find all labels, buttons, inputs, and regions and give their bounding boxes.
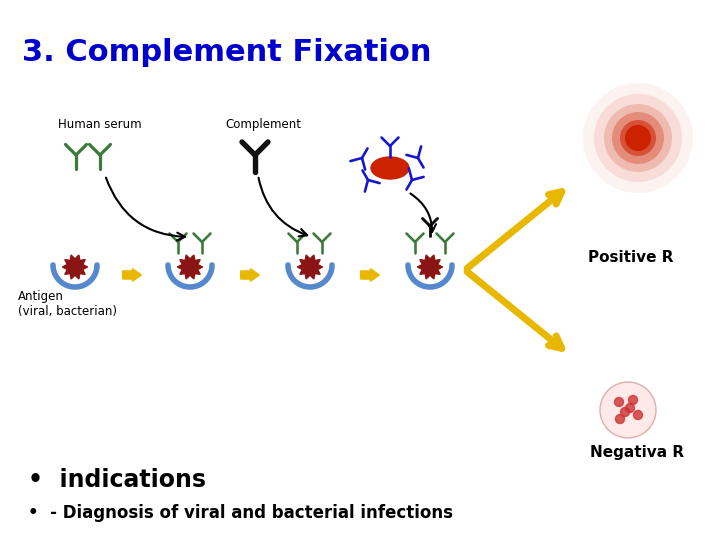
FancyArrow shape (361, 269, 379, 281)
Text: •  - Diagnosis of viral and bacterial infections: • - Diagnosis of viral and bacterial inf… (28, 504, 453, 522)
Circle shape (594, 94, 682, 182)
Polygon shape (177, 255, 202, 279)
Circle shape (625, 125, 651, 151)
Polygon shape (63, 255, 88, 279)
Polygon shape (418, 255, 443, 279)
Text: Antigen
(viral, bacterian): Antigen (viral, bacterian) (18, 290, 117, 318)
Circle shape (604, 104, 672, 172)
Circle shape (634, 410, 642, 420)
Circle shape (620, 120, 656, 156)
Circle shape (626, 403, 634, 413)
Text: Complement: Complement (225, 118, 301, 131)
Circle shape (621, 408, 629, 416)
Text: •  indications: • indications (28, 468, 206, 492)
Text: 3. Complement Fixation: 3. Complement Fixation (22, 38, 431, 67)
Circle shape (614, 397, 624, 407)
Text: Human serum: Human serum (58, 118, 142, 131)
Circle shape (612, 112, 664, 164)
Circle shape (616, 415, 624, 423)
Circle shape (583, 83, 693, 193)
Ellipse shape (371, 157, 409, 179)
Polygon shape (297, 255, 323, 279)
Text: Negativa R: Negativa R (590, 445, 684, 460)
Text: Positive R: Positive R (588, 251, 673, 266)
Circle shape (629, 395, 637, 404)
FancyArrow shape (240, 269, 259, 281)
Circle shape (600, 382, 656, 438)
FancyArrow shape (122, 269, 141, 281)
